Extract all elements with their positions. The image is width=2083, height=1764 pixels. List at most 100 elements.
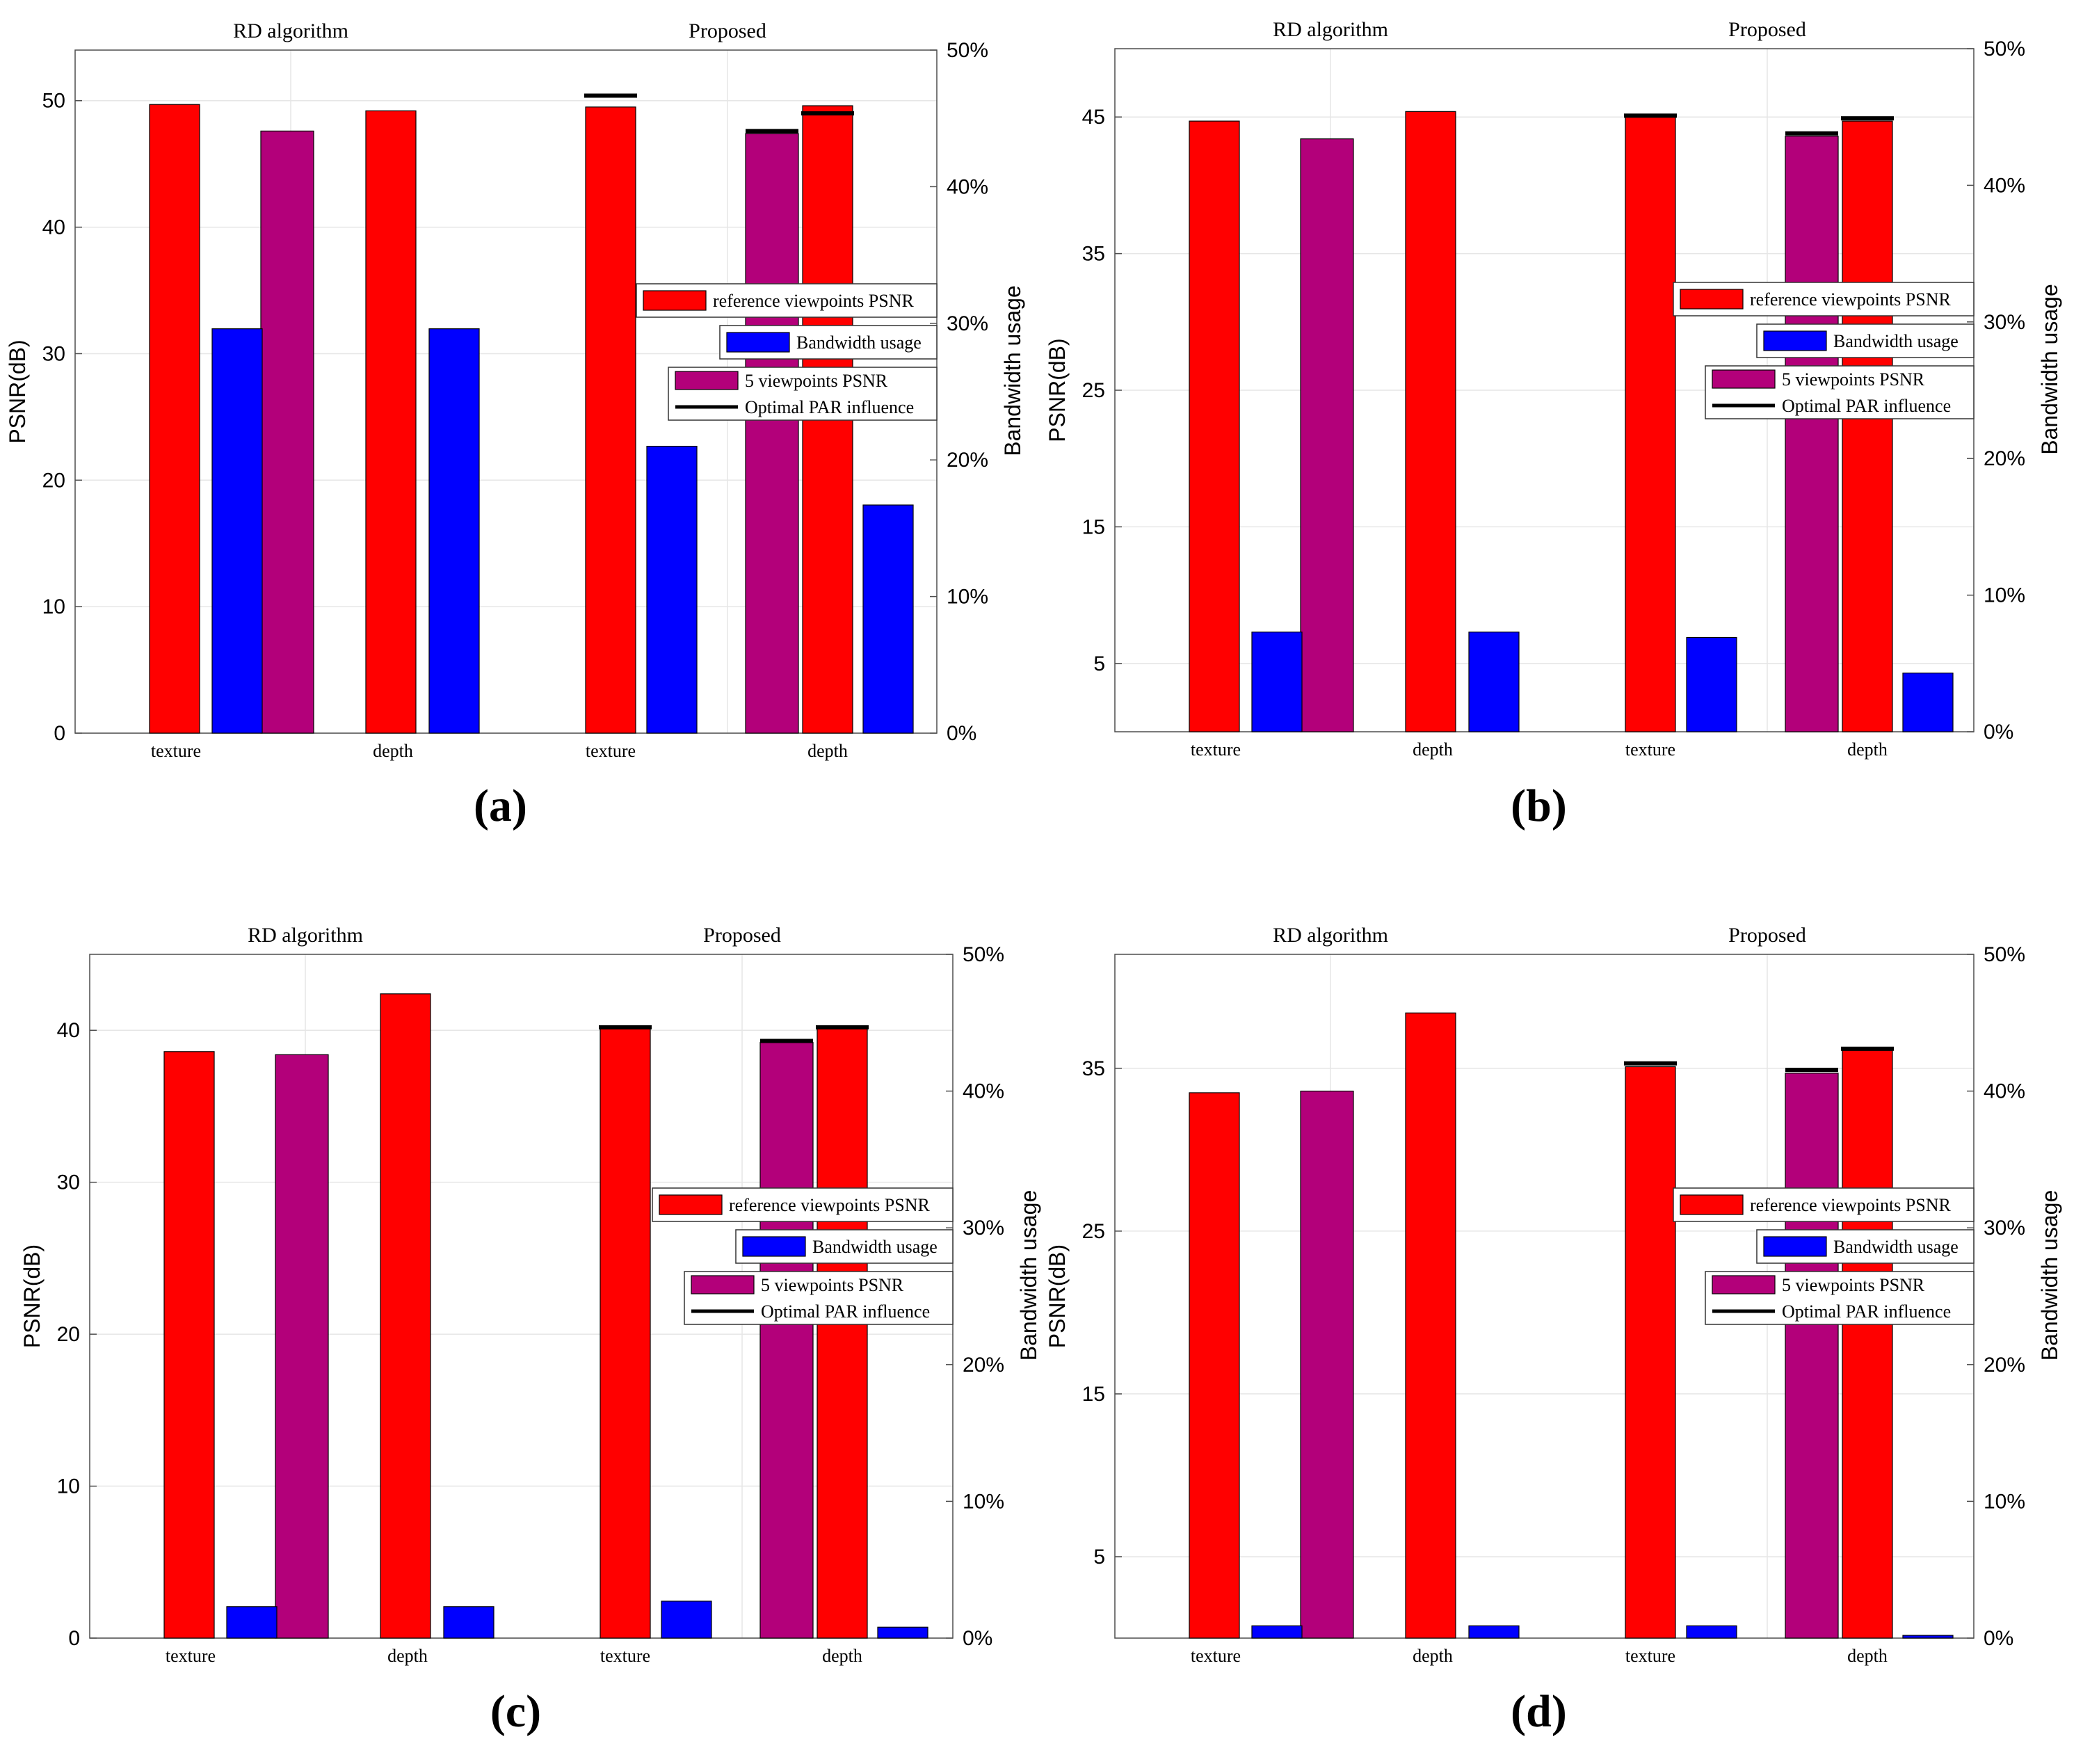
legend-label: Bandwidth usage [1833,331,1959,351]
y2-tick-label: 0% [963,1627,992,1650]
bar-reference-psnr [380,993,431,1639]
legend-label: Optimal PAR influence [1782,1301,1951,1322]
legend-swatch [1763,1236,1827,1257]
legend-label: Optimal PAR influence [745,397,914,417]
y2-tick-label: 50% [947,39,988,62]
y-axis-title: PSNR(dB) [1045,338,1070,442]
legend-swatch [643,290,707,311]
group-title: RD algorithm [1273,18,1388,41]
panel-1: 0 10 20 30 40 50 0% 10% 20% 30% 40% 50% texture depth… [5,19,1025,831]
legend-label: reference viewpoints PSNR [713,291,914,311]
bar-5-viewpoints-psnr [260,130,314,734]
y-tick-label: 15 [1082,515,1105,538]
y-tick-label: 15 [1082,1383,1105,1406]
bar-reference-psnr [365,110,417,734]
panel-label: (d) [1511,1686,1567,1737]
bar-bandwidth-usage [862,504,914,734]
bar-bandwidth-usage [226,1606,278,1639]
bar-bandwidth-usage [1468,632,1520,732]
bar-reference-psnr [585,106,636,734]
legend-label: 5 viewpoints PSNR [1782,1275,1925,1295]
y-tick-label: 35 [1082,243,1105,266]
legend-swatch [1680,289,1744,310]
panel-label: (a) [474,780,527,831]
bar-bandwidth-usage [877,1626,928,1639]
y2-tick-label: 10% [963,1490,1004,1513]
y2-tick-label: 10% [1984,1490,2025,1513]
bar-bandwidth-usage [1686,636,1737,732]
category-label: texture [600,1646,650,1666]
y-tick-label: 0 [68,1627,80,1650]
category-label: depth [1847,739,1888,760]
y2-tick-label: 20% [1984,447,2025,470]
y-tick-label: 20 [57,1323,80,1346]
legend-label: 5 viewpoints PSNR [1782,369,1925,390]
panel-label: (c) [490,1686,541,1737]
legend-swatch [1680,1194,1744,1215]
y-tick-label: 35 [1082,1057,1105,1080]
y2-tick-label: 40% [1984,174,2025,197]
bar-bandwidth-usage [1251,632,1303,732]
bar-bandwidth-usage [1251,1625,1303,1639]
bar-reference-psnr [1189,1092,1240,1639]
bar-5-viewpoints-psnr [275,1054,329,1639]
bar-bandwidth-usage [1468,1625,1520,1639]
category-label: texture [1625,739,1675,760]
legend-label: reference viewpoints PSNR [1750,1195,1951,1215]
legend-label: Optimal PAR influence [1782,396,1951,416]
bar-bandwidth-usage [428,328,480,734]
group-title: Proposed [703,924,781,947]
category-label: texture [166,1646,216,1666]
category-label: texture [586,741,636,761]
legend-label: 5 viewpoints PSNR [761,1275,904,1295]
y-tick-label: 40 [57,1019,80,1042]
bar-5-viewpoints-psnr [745,133,799,734]
y2-tick-label: 40% [1984,1080,2025,1103]
y2-tick-label: 30% [1984,1217,2025,1240]
legend-swatch [691,1275,755,1294]
y-tick-label: 10 [42,595,65,618]
y-axis-title: PSNR(dB) [1045,1244,1070,1348]
legend: reference viewpoints PSNR Bandwidth usage… [636,283,938,421]
y2-axis-title: Bandwidth usage [1016,1190,1041,1361]
category-label: depth [1847,1646,1888,1666]
category-label: depth [1413,739,1453,760]
panel-3: 0 10 20 30 40 0% 10% 20% 30% 40% 50% texture depth te… [19,924,1041,1737]
legend-swatch [742,1236,806,1257]
panel-4: 5 15 25 35 0% 10% 20% 30% 40% 50% texture depth text… [1045,924,2062,1737]
y2-tick-label: 10% [947,586,988,609]
legend-frame [652,1187,954,1222]
category-label: texture [1191,1646,1241,1666]
legend-label: reference viewpoints PSNR [1750,289,1951,310]
y-axis-title: PSNR(dB) [19,1244,45,1348]
bar-reference-psnr [163,1051,215,1639]
group-title: Proposed [1728,18,1806,41]
legend: reference viewpoints PSNR Bandwidth usage… [1673,1187,1975,1325]
y2-tick-label: 30% [963,1217,1004,1240]
bar-reference-psnr [1625,1066,1676,1639]
category-label: depth [807,741,848,761]
bar-bandwidth-usage [646,445,698,734]
y-tick-label: 0 [54,722,65,745]
bar-bandwidth-usage [1902,1635,1954,1639]
bar-reference-psnr [1405,1012,1456,1639]
y2-tick-label: 10% [1984,584,2025,607]
bar-bandwidth-usage [211,328,263,734]
legend-swatch [1712,1275,1776,1294]
y2-axis-title: Bandwidth usage [2037,284,2062,455]
legend-swatch [726,332,790,353]
bar-bandwidth-usage [1686,1625,1737,1639]
bar-reference-psnr [1625,116,1676,732]
panel-2: 5 15 25 35 45 0% 10% 20% 30% 40% 50% texture depth te… [1045,18,2062,831]
y2-tick-label: 30% [1984,311,2025,334]
y2-axis-title: Bandwidth usage [2037,1190,2062,1361]
y-tick-label: 50 [42,90,65,113]
y2-tick-label: 0% [947,722,976,745]
y-tick-label: 40 [42,216,65,239]
y2-tick-label: 0% [1984,1627,2013,1650]
group-title: Proposed [1728,924,1806,947]
y-tick-label: 45 [1082,106,1105,129]
y2-tick-label: 40% [963,1080,1004,1103]
category-label: depth [1413,1646,1453,1666]
bar-reference-psnr [1405,111,1456,732]
